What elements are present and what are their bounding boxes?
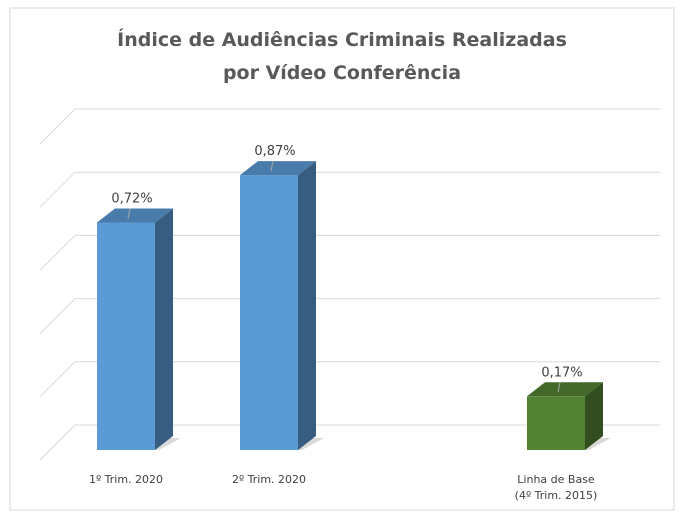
chart-border: [9, 7, 675, 511]
bar: [240, 175, 298, 450]
data-label: 0,87%: [254, 144, 295, 159]
x-tick-label: 2º Trim. 2020: [231, 473, 307, 486]
grid-line: [39, 234, 660, 271]
bar-top: [97, 208, 173, 223]
x-tick-label: 1º Trim. 2020: [88, 473, 164, 486]
bar-side: [585, 382, 603, 450]
grid-line: [39, 361, 660, 398]
bar-side: [155, 208, 173, 450]
label-leader: [557, 382, 561, 393]
bar-top: [527, 382, 603, 397]
data-label: 0,17%: [541, 365, 582, 380]
x-tick-label: Linha de Base (4º Trim. 2015): [514, 473, 598, 502]
bar-top: [240, 161, 316, 176]
grid-line: [39, 298, 660, 334]
grid-line: [39, 108, 660, 145]
data-label: 0,72%: [111, 191, 152, 206]
grid-line: [39, 424, 660, 461]
grid-line: [39, 171, 660, 208]
chart-title: Índice de Audiências Criminais Realizada…: [117, 29, 567, 84]
label-leader: [127, 208, 131, 219]
bar: [97, 222, 155, 450]
bar: [527, 396, 585, 450]
label-leader: [270, 160, 274, 172]
bar-side: [298, 161, 316, 450]
